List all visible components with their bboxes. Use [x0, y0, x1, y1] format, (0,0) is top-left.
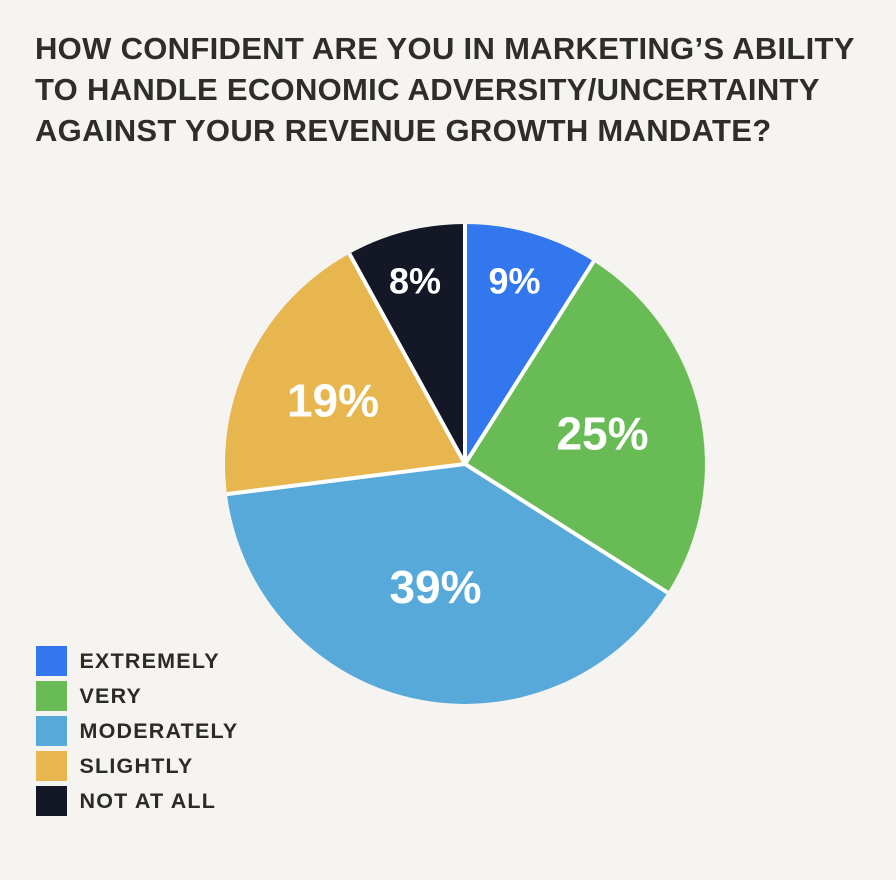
svg-text:19%: 19% — [287, 375, 379, 427]
svg-text:9%: 9% — [488, 261, 540, 302]
svg-text:8%: 8% — [389, 261, 441, 302]
svg-text:39%: 39% — [389, 561, 481, 613]
svg-text:25%: 25% — [556, 408, 648, 460]
